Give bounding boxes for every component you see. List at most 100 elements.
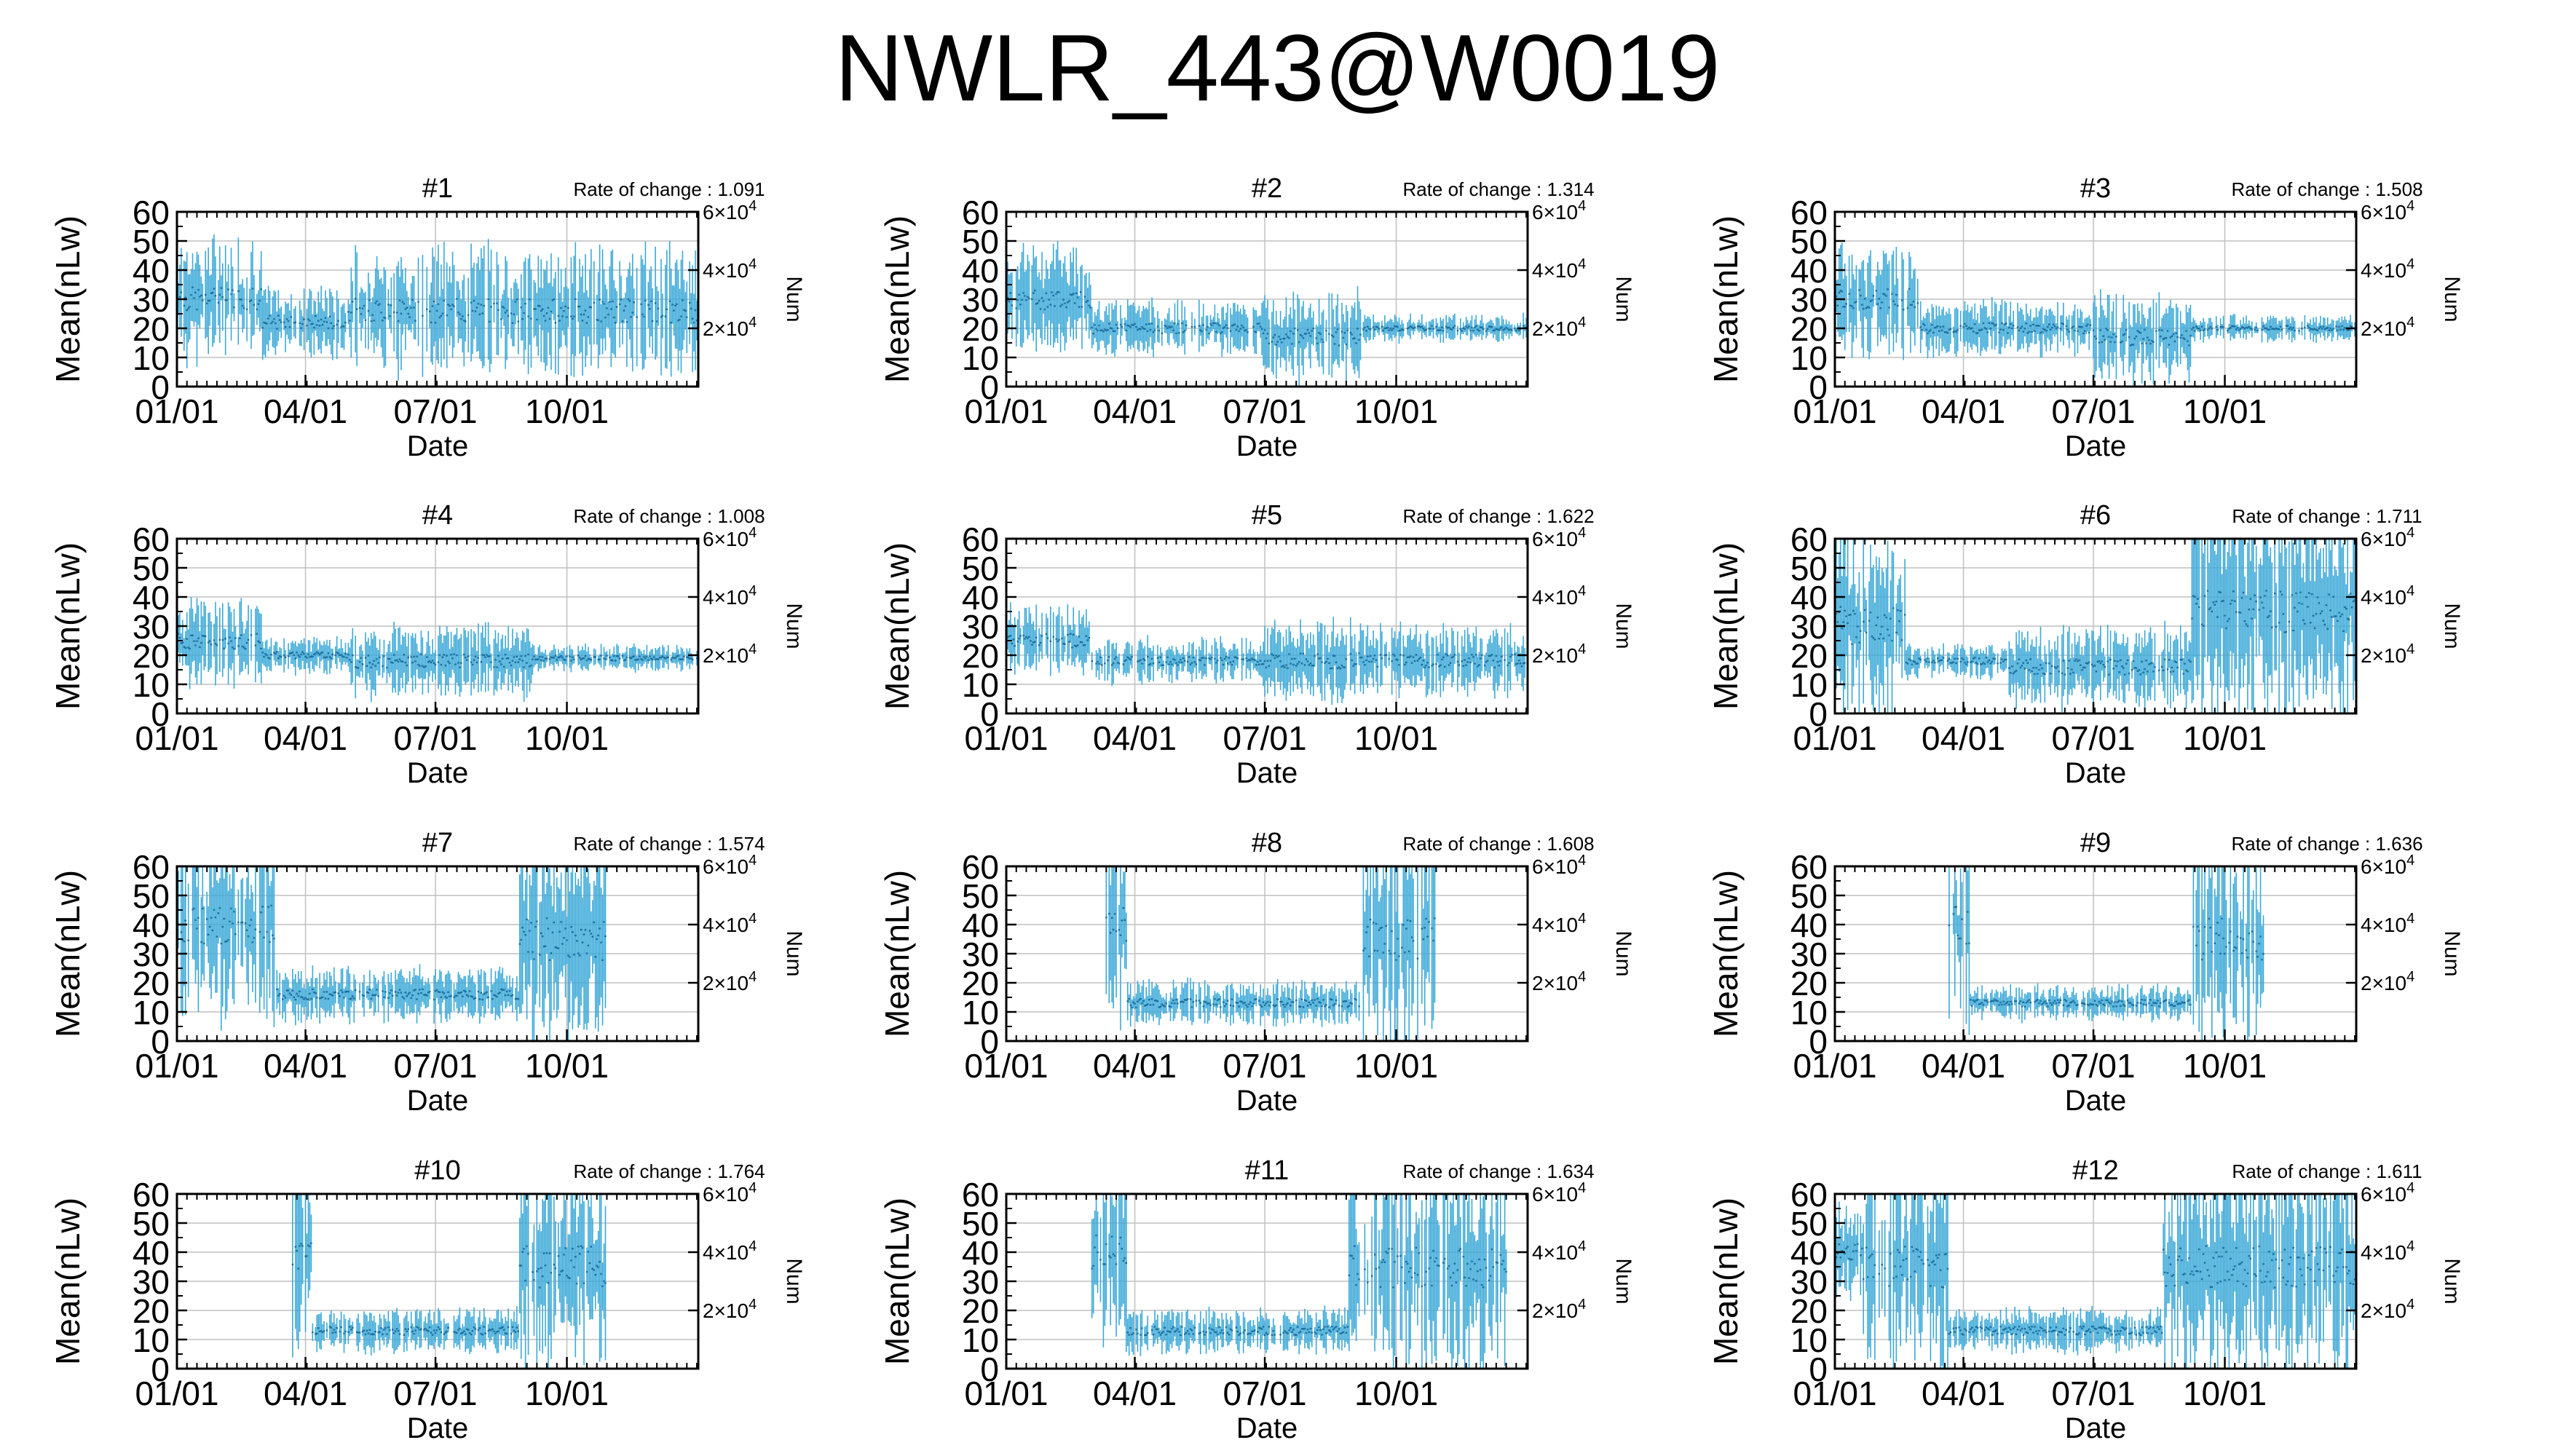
data-point [1407, 327, 1409, 330]
data-point [1361, 656, 1363, 659]
data-point [257, 303, 260, 305]
data-point [2149, 342, 2152, 345]
data-point [344, 321, 347, 324]
data-point [2071, 668, 2073, 670]
y2-axis-label: Num [2440, 276, 2464, 322]
data-point [1858, 641, 1860, 644]
data-point [357, 667, 360, 669]
data-point [1075, 645, 1078, 648]
data-point [577, 654, 580, 657]
data-point [312, 655, 314, 658]
data-point [2082, 666, 2085, 669]
data-point [1909, 304, 1912, 306]
data-point [1132, 324, 1134, 326]
data-point [251, 941, 254, 943]
data-point [1851, 643, 1853, 646]
data-point [1150, 657, 1153, 660]
data-point [2199, 329, 2202, 332]
data-point [281, 998, 284, 1000]
data-point [1945, 331, 1948, 333]
data-point [1315, 337, 1317, 339]
data-point [406, 306, 408, 309]
data-point [288, 992, 291, 994]
data-point [1399, 654, 1402, 656]
y-tick-label: 60 [1790, 521, 1828, 558]
data-point [1110, 328, 1113, 330]
data-point [494, 659, 497, 661]
data-point [1113, 330, 1116, 333]
data-point [1375, 659, 1378, 661]
data-point [610, 659, 612, 662]
data-point [585, 659, 588, 662]
data-point [2010, 672, 2012, 674]
data-point [590, 659, 593, 661]
data-point [666, 308, 668, 311]
data-point [285, 318, 288, 320]
data-point [610, 308, 612, 310]
data-point [661, 655, 664, 657]
data-point [566, 655, 568, 657]
data-point [1931, 661, 1933, 664]
data-point [315, 652, 317, 655]
data-point [2058, 670, 2061, 673]
data-point [2254, 328, 2256, 331]
data-point [272, 934, 274, 937]
data-point [2203, 595, 2206, 597]
data-point [1214, 322, 1216, 325]
data-point [1332, 654, 1335, 657]
data-point [2252, 608, 2254, 611]
data-point [1233, 323, 1236, 325]
data-point [484, 656, 486, 658]
data-point [270, 904, 272, 907]
data-point [564, 305, 566, 308]
data-point [539, 655, 541, 658]
data-point [2084, 330, 2086, 332]
x-axis-label: Date [2065, 430, 2127, 462]
data-point [1942, 657, 1945, 659]
data-point [1511, 654, 1513, 656]
data-point [224, 638, 226, 640]
data-point [1378, 328, 1381, 330]
data-point [2139, 332, 2141, 334]
data-point [2021, 325, 2023, 328]
data-point [534, 658, 537, 661]
data-point [1445, 325, 1448, 328]
rate-of-change-label: Rate of change : 1.622 [1402, 505, 1594, 527]
rate-of-change-label: Rate of change : 1.508 [2231, 178, 2422, 200]
data-point [1152, 331, 1155, 333]
data-point [1126, 325, 1129, 327]
data-point [630, 657, 633, 660]
data-point [1372, 326, 1375, 328]
data-point [1857, 625, 1859, 628]
series-marks [1006, 602, 1528, 705]
data-point [1078, 306, 1081, 308]
data-point [460, 318, 462, 320]
data-point [1965, 663, 1967, 665]
data-point [384, 317, 387, 320]
data-point [309, 320, 311, 322]
data-point [181, 938, 184, 941]
data-point [1994, 325, 1996, 327]
data-point [1511, 329, 1513, 331]
data-point [1935, 326, 1938, 328]
data-point [1925, 328, 1927, 331]
data-point [1839, 290, 1842, 292]
data-point [2082, 332, 2085, 335]
data-point [264, 653, 266, 655]
data-point [459, 666, 461, 668]
data-point [1365, 330, 1367, 332]
data-point [2225, 627, 2227, 630]
data-point [2029, 325, 2031, 327]
data-point [313, 326, 315, 329]
data-point [2038, 668, 2040, 671]
data-point [258, 930, 261, 933]
data-point [1477, 665, 1479, 668]
data-point [1241, 658, 1243, 660]
data-point [350, 312, 352, 314]
data-point [621, 654, 624, 657]
data-point [2155, 330, 2157, 332]
data-point [597, 658, 599, 661]
data-point [1438, 329, 1440, 331]
data-point [1027, 637, 1029, 639]
